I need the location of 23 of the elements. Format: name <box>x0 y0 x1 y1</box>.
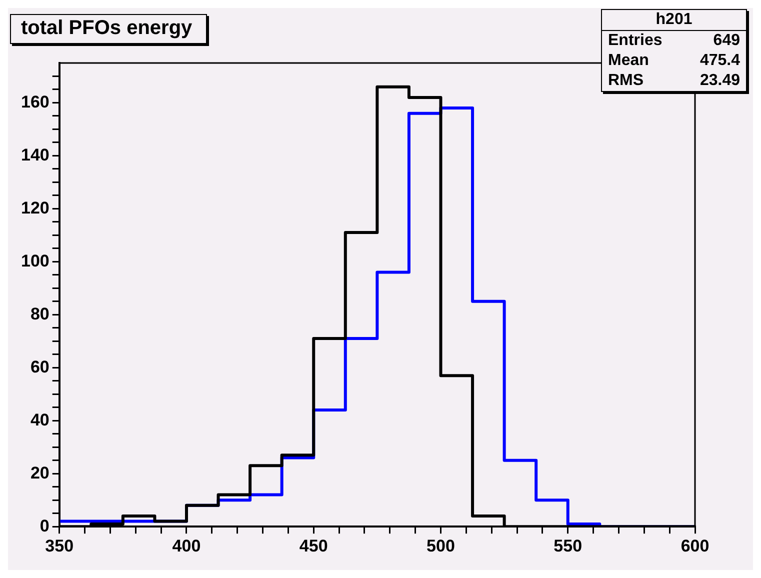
y-tick-label: 60 <box>30 357 50 376</box>
y-tick-label: 20 <box>30 463 50 482</box>
y-tick-label: 80 <box>30 304 50 324</box>
annotation: Mean <box>608 52 649 70</box>
x-tick-label: 600 <box>680 536 710 556</box>
text: h201 <box>602 10 746 31</box>
x-tick-label: 500 <box>426 536 455 556</box>
y-tick-label: 160 <box>20 92 50 112</box>
x-tick-label: 350 <box>45 536 74 556</box>
chart-title: total PFOs energy <box>10 14 208 44</box>
x-tick-label: 550 <box>554 536 582 556</box>
annotation: RMS <box>608 72 644 90</box>
x-tick-label: 450 <box>299 536 328 556</box>
y-tick-label: 0 <box>40 516 50 536</box>
text: 475.4 <box>700 52 740 70</box>
y-tick-label: 100 <box>20 251 50 270</box>
text: Entries <box>608 32 662 50</box>
text: 23.49 <box>700 72 740 90</box>
x-tick-label: 400 <box>172 536 201 556</box>
y-tick-label: 40 <box>30 410 50 430</box>
y-tick-label: 120 <box>20 198 50 218</box>
text: 649 <box>713 32 740 50</box>
y-tick-label: 140 <box>20 145 50 164</box>
